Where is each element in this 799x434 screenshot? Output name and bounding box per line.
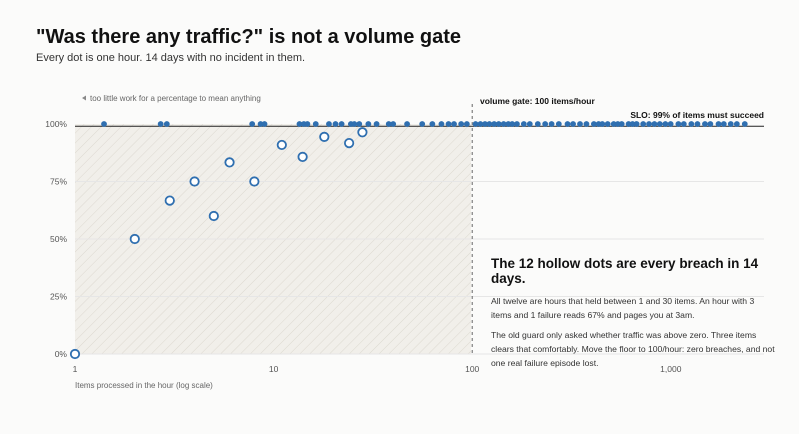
ok-hour-dot [640, 121, 647, 127]
low-volume-note: too little work for a percentage to mean… [90, 94, 261, 103]
ok-hour-dot [667, 121, 674, 127]
ok-hour-dot [651, 121, 658, 127]
ok-hour-dot [445, 121, 452, 127]
ok-hour-dot [373, 121, 380, 127]
ok-hour-dot [404, 121, 410, 127]
ok-hour-dot [741, 121, 748, 127]
slo-label: SLO: 99% of items must succeed [630, 110, 764, 120]
x-tick-label: 100 [465, 364, 479, 374]
ok-hour-dot [688, 121, 695, 127]
ok-hour-dot [312, 121, 319, 127]
ok-hour-dot [365, 121, 372, 127]
ok-hour-dot [338, 121, 345, 127]
ok-hour-dot [332, 121, 339, 127]
ok-hour-dot [249, 121, 256, 127]
ok-hour-dot [618, 121, 625, 127]
ok-hour-dot [555, 121, 562, 127]
ok-hour-dot [702, 121, 708, 127]
ok-hour-dot [101, 121, 107, 127]
panel-paragraph-2: The old guard only asked whether traffic… [491, 330, 775, 368]
ok-hour-dot [438, 121, 445, 127]
breach-dot [297, 151, 308, 162]
breach-dot [357, 127, 368, 138]
breach-dot [208, 210, 219, 222]
ok-hour-dot [356, 121, 363, 127]
ok-hour-dot [390, 121, 397, 127]
ok-hour-dot [656, 121, 663, 127]
ok-hour-dot [707, 121, 714, 127]
ok-hour-dot [326, 121, 332, 127]
ok-hour-dot [583, 121, 590, 127]
volume-gate-label: volume gate: 100 items/hour [480, 96, 595, 106]
y-tick-label: 25% [50, 292, 67, 302]
ok-hour-dot [451, 121, 457, 127]
breach-dot [189, 176, 200, 187]
left-arrow-icon [82, 95, 86, 101]
axis-ticks: 0% 25% 50% 75% 100% 1 10 100 1,000 [45, 119, 681, 374]
ok-hour-dot [662, 121, 669, 127]
chart-title: "Was there any traffic?" is not a volume… [36, 26, 461, 48]
ok-hour-dot [520, 121, 527, 127]
x-tick-label: 1 [73, 364, 78, 374]
ok-hour-dot [486, 121, 493, 127]
breach-dot [164, 195, 175, 206]
annotation-panel: The 12 hollow dots are every breach in 1… [491, 256, 777, 376]
breach-dot [69, 348, 81, 360]
x-tick-label: 1,000 [660, 364, 682, 374]
ok-hour-dot [419, 121, 426, 127]
ok-hour-dot [564, 121, 571, 127]
ok-hour-dot [680, 121, 687, 127]
ok-hour-dot [157, 121, 164, 127]
ok-hour-dot [351, 121, 358, 127]
ok-hour-dot [633, 121, 640, 127]
panel-paragraph-1: All twelve are hours that held between 1… [491, 296, 755, 320]
breach-dot [224, 157, 235, 168]
ok-hour-dot [526, 121, 533, 127]
ok-hour-dot [429, 121, 436, 127]
chart-subtitle: Every dot is one hour. 14 days with no i… [36, 52, 306, 64]
ok-hour-dot [495, 121, 502, 127]
ok-hour-dot [463, 121, 470, 127]
breach-dot [319, 131, 330, 142]
y-tick-label: 100% [45, 119, 67, 129]
y-tick-label: 75% [50, 177, 67, 187]
ok-hour-dot [577, 121, 583, 127]
ok-hour-dot [733, 121, 740, 127]
ok-hour-dot [604, 121, 611, 127]
ok-hour-dot [570, 121, 576, 127]
ok-hour-dot [472, 121, 479, 127]
x-tick-label: 10 [269, 364, 279, 374]
ok-hour-dot [727, 121, 734, 127]
breach-hours [69, 127, 368, 360]
ok-hour-dot [304, 121, 311, 127]
breach-dot [249, 176, 260, 187]
ok-hour-dot [458, 121, 465, 127]
ok-hour-dot [542, 121, 549, 127]
x-axis-title: Items processed in the hour (log scale) [75, 381, 213, 390]
ok-hour-dot [599, 121, 606, 127]
breach-dot [129, 233, 140, 245]
ok-hour-dot [514, 121, 520, 127]
ok-hour-dot [548, 121, 555, 127]
ok-hour-dot [715, 121, 722, 127]
ok-hour-dot [534, 121, 541, 127]
breach-dot [276, 139, 287, 151]
ok-hour-dot [720, 121, 727, 127]
ok-hour-dot [646, 121, 652, 127]
breach-dot [344, 137, 355, 149]
within-slo-hours [101, 121, 748, 127]
ok-hour-dot [694, 121, 701, 127]
y-tick-label: 0% [55, 349, 68, 359]
y-tick-label: 50% [50, 234, 67, 244]
ok-hour-dot [163, 121, 170, 127]
ok-hour-dot [509, 121, 516, 127]
ok-hour-dot [675, 121, 682, 127]
panel-heading: The 12 hollow dots are every breach in 1… [491, 256, 759, 286]
ok-hour-dot [261, 121, 268, 127]
